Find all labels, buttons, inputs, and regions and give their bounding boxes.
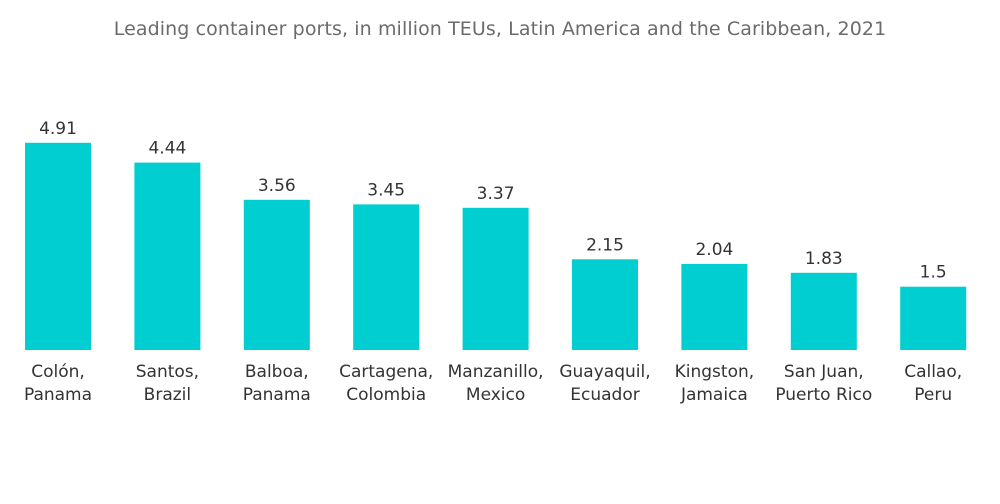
bar xyxy=(25,142,91,350)
category-label-line: Puerto Rico xyxy=(775,385,872,405)
data-label: 2.04 xyxy=(695,240,733,260)
data-label: 1.83 xyxy=(805,249,843,269)
category-label-line: Ecuador xyxy=(570,385,639,405)
data-label: 3.45 xyxy=(367,180,405,200)
category-label-line: Manzanillo, xyxy=(448,362,544,382)
bar xyxy=(900,286,967,350)
bar xyxy=(462,207,529,350)
bar xyxy=(243,199,310,350)
category-label-line: Cartagena, xyxy=(339,362,433,382)
category-label-line: Santos, xyxy=(136,362,199,382)
bar xyxy=(134,162,201,350)
data-label: 2.15 xyxy=(586,235,624,255)
category-label-line: Colón, xyxy=(31,362,85,382)
category-label: Cartagena, Colombia xyxy=(339,362,433,405)
category-label: Kingston, Jamaica xyxy=(675,362,755,405)
bar xyxy=(353,204,420,350)
category-label: Santos, Brazil xyxy=(136,362,199,405)
data-label: 4.44 xyxy=(148,139,186,159)
data-label: 1.5 xyxy=(920,263,947,283)
data-label: 3.37 xyxy=(477,184,515,204)
category-label-line: Callao, xyxy=(904,362,962,382)
category-label-line: Colombia xyxy=(346,385,426,405)
category-label: Manzanillo, Mexico xyxy=(448,362,544,405)
category-label: Colón, Panama xyxy=(24,362,92,405)
category-label-line: Brazil xyxy=(144,385,191,405)
chart-title: Leading container ports, in million TEUs… xyxy=(113,18,887,40)
category-label: Balboa, Panama xyxy=(243,362,311,405)
category-label-line: Kingston, xyxy=(675,362,755,382)
category-label-line: Peru xyxy=(914,385,952,405)
category-label-line: San Juan, xyxy=(784,362,864,382)
category-label-line: Mexico xyxy=(466,385,525,405)
category-label-line: Panama xyxy=(243,385,311,405)
category-label: Callao, Peru xyxy=(904,362,962,405)
category-label-line: Jamaica xyxy=(680,385,748,405)
category-label-line: Guayaquil, xyxy=(559,362,650,382)
bar xyxy=(681,263,748,350)
category-label: San Juan, Puerto Rico xyxy=(775,362,872,405)
category-label: Guayaquil, Ecuador xyxy=(559,362,650,405)
data-label: 4.91 xyxy=(39,119,77,139)
category-label-line: Panama xyxy=(24,385,92,405)
data-label: 3.56 xyxy=(258,176,296,196)
bar xyxy=(790,272,857,350)
category-label-line: Balboa, xyxy=(245,362,309,382)
bar xyxy=(572,259,638,350)
